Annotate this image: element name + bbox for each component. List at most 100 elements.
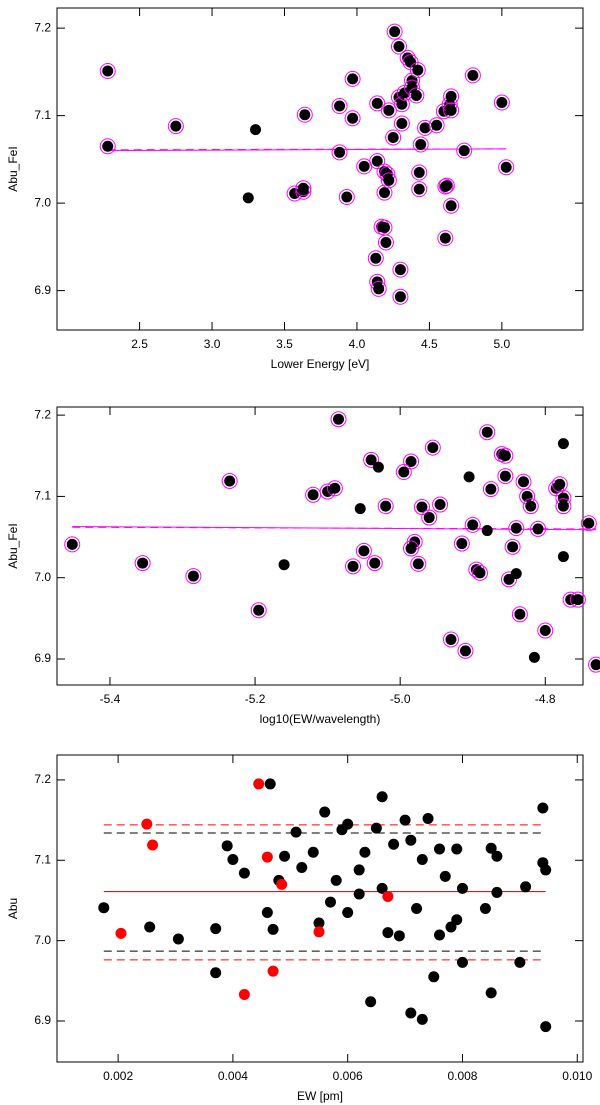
point xyxy=(445,90,457,102)
point xyxy=(144,921,156,933)
y-axis-label: Abu xyxy=(6,898,20,919)
point xyxy=(428,971,440,983)
point-ring xyxy=(331,144,348,161)
point xyxy=(387,132,399,143)
point xyxy=(474,567,486,579)
point-ring xyxy=(522,498,539,515)
point xyxy=(398,466,410,478)
x-tick-label: -5.4 xyxy=(100,692,121,706)
point xyxy=(102,140,114,152)
point-ring xyxy=(482,481,499,498)
point-ring xyxy=(479,424,496,441)
point xyxy=(373,283,385,295)
point-ring xyxy=(443,197,460,214)
point-ring xyxy=(370,280,387,297)
point xyxy=(187,570,199,582)
point-ring xyxy=(380,172,397,189)
point-ring xyxy=(377,498,394,515)
point-ring xyxy=(326,480,343,497)
point xyxy=(445,104,457,116)
point-ring xyxy=(497,447,514,464)
point xyxy=(370,252,382,264)
point xyxy=(463,471,475,483)
point xyxy=(514,956,526,968)
point xyxy=(358,160,370,172)
point-ring xyxy=(411,164,428,181)
point-ring xyxy=(537,622,554,639)
point xyxy=(510,522,522,534)
x-tick-label: 0.010 xyxy=(562,1069,592,1083)
point-ring xyxy=(456,142,473,159)
point-ring xyxy=(380,102,397,119)
point xyxy=(456,538,468,550)
point xyxy=(342,818,354,830)
point-ring xyxy=(504,538,521,555)
y-tick-label: 7.2 xyxy=(34,20,51,34)
y-tick-label: 7.2 xyxy=(34,407,51,421)
point-ring xyxy=(432,496,449,513)
point-ring xyxy=(453,535,470,552)
point xyxy=(347,73,359,85)
point xyxy=(485,842,497,854)
point-ring xyxy=(345,558,362,575)
point xyxy=(499,470,511,482)
y-tick-label: 7.1 xyxy=(34,489,51,503)
point-ring xyxy=(497,468,514,485)
x-tick-label: 3.0 xyxy=(204,337,221,351)
point xyxy=(264,778,276,790)
point xyxy=(456,956,468,968)
point xyxy=(210,923,222,935)
point-ring xyxy=(367,250,384,267)
y-tick-label: 6.9 xyxy=(34,1013,51,1027)
point xyxy=(412,558,424,570)
point xyxy=(369,557,381,569)
point xyxy=(353,864,365,876)
point-ring xyxy=(366,555,383,572)
x-tick-label: 4.0 xyxy=(349,337,366,351)
point xyxy=(66,538,78,550)
x-tick-label: 4.5 xyxy=(421,337,438,351)
point xyxy=(376,882,388,894)
point xyxy=(253,604,265,616)
point xyxy=(170,120,182,132)
point xyxy=(102,65,114,77)
point-ring xyxy=(569,591,586,608)
point xyxy=(307,846,319,858)
point-ring xyxy=(376,184,393,201)
y-tick-label: 6.9 xyxy=(34,651,51,665)
plot-frame xyxy=(56,406,584,686)
point-ring xyxy=(580,515,597,532)
point xyxy=(334,146,346,158)
point-ring xyxy=(344,110,361,127)
point xyxy=(557,551,569,563)
point-ring xyxy=(369,95,386,112)
point xyxy=(276,878,288,890)
plot-frame xyxy=(56,754,584,1063)
point-ring xyxy=(555,498,572,515)
point xyxy=(267,965,279,977)
point xyxy=(554,478,566,490)
y-tick-label: 7.0 xyxy=(34,570,51,584)
point-ring xyxy=(588,656,600,673)
point xyxy=(439,870,451,882)
point xyxy=(500,161,512,173)
y-axis-label: Abu_FeI xyxy=(6,523,20,568)
point-ring xyxy=(442,631,459,648)
point-ring xyxy=(498,159,515,176)
point xyxy=(532,523,544,535)
point xyxy=(147,839,159,851)
point-ring xyxy=(330,411,347,428)
point-ring xyxy=(493,94,510,111)
point xyxy=(411,903,423,914)
point xyxy=(141,818,153,830)
point xyxy=(313,917,325,929)
point-ring xyxy=(438,177,455,194)
point xyxy=(405,1007,417,1019)
point xyxy=(557,500,569,512)
x-axis-label: EW [pm] xyxy=(297,1089,343,1103)
point xyxy=(540,1021,552,1033)
point xyxy=(481,426,493,438)
x-tick-label: 0.008 xyxy=(447,1069,477,1083)
point xyxy=(405,834,417,846)
